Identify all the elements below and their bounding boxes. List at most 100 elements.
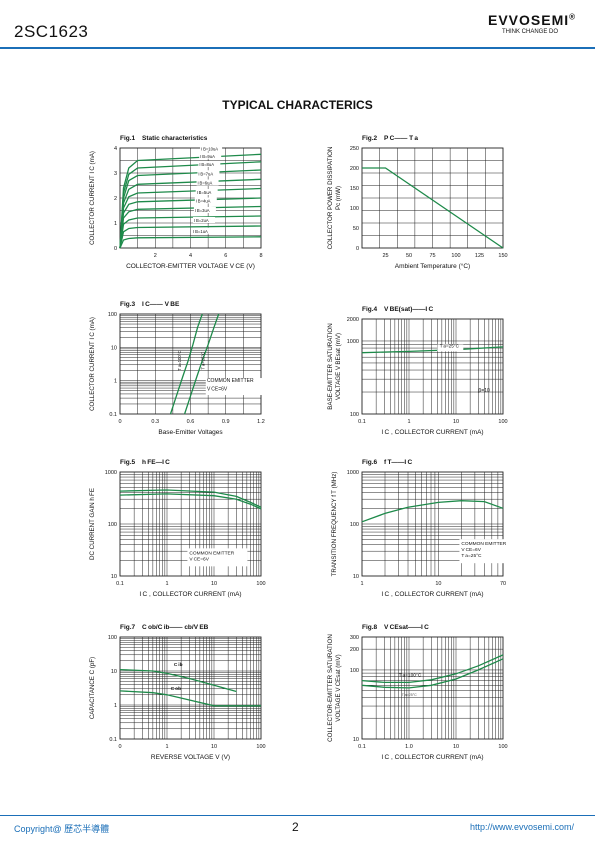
plot-frame [361, 471, 504, 577]
x-tick-label: 2 [154, 253, 157, 259]
grid-lines [362, 148, 503, 248]
series-label: C ob [171, 686, 181, 692]
figure-number: Fig.6 [362, 459, 378, 466]
annotation-text: V CE=6V [461, 547, 481, 553]
header-divider [0, 47, 595, 49]
brand-name: EVVOSEMI [488, 12, 570, 28]
series-label: I B=7uA [198, 171, 213, 176]
figure-title: V CEsat——I C [384, 624, 429, 631]
y-tick-label: 1 [114, 379, 117, 385]
y-axis-label: COLLECTOR CURRENT I C (mA) [89, 317, 96, 411]
x-tick-label: 6 [224, 253, 227, 259]
series-label-bg [199, 152, 222, 159]
y-tick-label: 4 [114, 146, 117, 152]
annotation-text: T a=25°C [461, 553, 482, 559]
x-tick-label: 0.6 [187, 419, 195, 425]
plot-frame [119, 636, 262, 740]
annotation-text: COMMON EMITTER [461, 541, 506, 547]
x-tick-label: 0 [118, 744, 121, 750]
y-tick-label: 10 [353, 737, 359, 743]
series-label: T a=25°C [201, 352, 206, 370]
y-tick-label: 1000 [347, 470, 359, 476]
y-tick-label: 1000 [347, 339, 359, 345]
y-axis-label: COLLECTOR CURRENT I C (mA) [89, 151, 96, 245]
y-tick-label: 10 [353, 574, 359, 580]
series-curve-2 [361, 658, 504, 689]
x-tick-label: 1 [360, 581, 363, 587]
series-label: I B=5uA [197, 190, 212, 195]
y-tick-label: 0 [356, 246, 359, 252]
x-tick-label: 100 [451, 253, 460, 259]
x-tick-label: 1 [165, 744, 168, 750]
plot-frame [119, 313, 262, 415]
y-tick-label: 200 [350, 647, 359, 653]
annotation-text: COMMON EMITTER [207, 378, 254, 384]
y-tick-label: 2000 [347, 317, 359, 323]
y-axis-label: TRANSITION FREQUENCY f T (MHz) [331, 472, 338, 577]
x-tick-label: 100 [256, 744, 265, 750]
figure-title: Static characteristics [142, 135, 208, 142]
x-tick-label: 10 [453, 419, 459, 425]
x-tick-label: 0 [118, 419, 121, 425]
x-tick-label: 150 [498, 253, 507, 259]
series-label-bg [198, 161, 221, 167]
figure-title: I C—— V BE [142, 301, 180, 308]
y-tick-label: 10 [111, 345, 117, 351]
series-curve-1 [361, 654, 504, 684]
y-tick-label: 100 [108, 312, 117, 318]
y-tick-label: 250 [350, 146, 359, 152]
x-tick-label: 100 [498, 419, 507, 425]
y-tick-label: 1 [114, 703, 117, 709]
series-label: I B=9uA [200, 154, 215, 159]
series-label-bg [193, 207, 216, 213]
x-axis-label: COLLECTOR-EMITTER VOLTAGE V CE (V) [126, 263, 255, 270]
figure-number: Fig.3 [120, 301, 136, 308]
series-label: I B=3uA [195, 208, 210, 213]
y-tick-label: 100 [108, 635, 117, 641]
x-axis-label: Ambient Temperature (°C) [395, 262, 470, 270]
figure-number: Fig.7 [120, 624, 136, 631]
series-curve-1 [361, 346, 504, 354]
y-tick-label: 300 [350, 635, 359, 641]
y-tick-label: 10 [111, 669, 117, 675]
y-tick-label: 0.1 [109, 737, 117, 743]
series-curve-8 [119, 215, 262, 249]
series-curve-2 [119, 690, 261, 707]
x-tick-label: 0.9 [222, 419, 230, 425]
plot-frame [361, 636, 504, 740]
y-tick-label: 100 [350, 206, 359, 212]
grid-lines [120, 637, 261, 739]
y-tick-label: 100 [350, 668, 359, 674]
plot-frame [361, 147, 504, 249]
y-axis-label: VOLTAGE V CEsat (mV) [335, 654, 342, 721]
footer-divider [0, 815, 595, 816]
x-axis-label: I C , COLLECTOR CURRENT (mA) [381, 591, 483, 598]
brand-slogan: THINK CHANGE DO [502, 29, 559, 35]
y-tick-label: 2 [114, 196, 117, 202]
series-curve-1 [361, 500, 504, 523]
x-tick-label: 25 [382, 253, 388, 259]
y-axis-label: BASE-EMITTER SATURATION [327, 323, 334, 409]
series-label: I B=2uA [194, 218, 209, 223]
annotation-box [459, 539, 520, 564]
section-title: TYPICAL CHARACTERICS [222, 98, 373, 112]
x-tick-label: 10 [211, 581, 217, 587]
x-axis-label: I C , COLLECTOR CURRENT (mA) [139, 591, 241, 598]
footer-website-link[interactable]: http://www.evvosemi.com/ [470, 822, 575, 832]
figure-title: h FE—I C [142, 459, 170, 466]
y-tick-label: 100 [350, 412, 359, 418]
y-tick-label: 0 [114, 246, 117, 252]
figure-number: Fig.2 [362, 135, 378, 142]
figure-number: Fig.4 [362, 306, 378, 313]
x-tick-label: 1.0 [405, 744, 413, 750]
footer-copyright: Copyright@ 歷芯半導體 [14, 824, 110, 834]
series-curve-2 [119, 493, 262, 510]
series-label: I B=8uA [199, 162, 214, 167]
annotation-text: V CE=6V [189, 556, 209, 562]
series-curve-1 [169, 313, 203, 415]
grid-lines [120, 314, 261, 414]
series-label: I B=10uA [201, 146, 218, 151]
y-tick-label: 1 [114, 221, 117, 227]
